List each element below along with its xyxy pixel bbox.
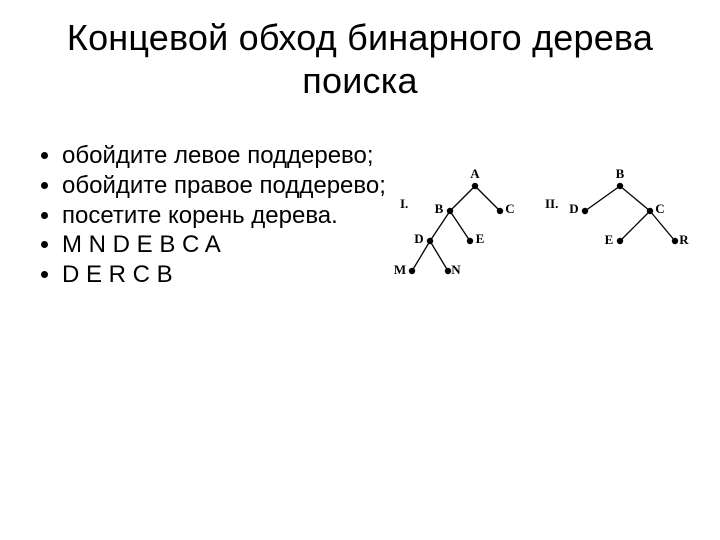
- svg-text:D: D: [569, 201, 578, 216]
- bullet-item: обойдите правое поддерево;: [62, 172, 390, 200]
- svg-text:R: R: [679, 232, 689, 247]
- tree-diagram-container: I.ABCDEMNII.BDCER: [390, 142, 690, 306]
- bullet-item-sequence: M N D E B C A: [62, 231, 390, 259]
- svg-text:A: A: [470, 166, 480, 181]
- svg-text:D: D: [414, 231, 423, 246]
- svg-text:M: M: [394, 262, 406, 277]
- svg-text:B: B: [616, 166, 625, 181]
- bullet-item: обойдите левое поддерево;: [62, 142, 390, 170]
- slide-title: Концевой обход бинарного дерева поиска: [0, 0, 720, 102]
- svg-text:I.: I.: [400, 196, 408, 211]
- body-row: обойдите левое поддерево; обойдите право…: [0, 102, 720, 306]
- bullet-list: обойдите левое поддерево; обойдите право…: [30, 142, 390, 290]
- slide: Концевой обход бинарного дерева поиска о…: [0, 0, 720, 540]
- svg-text:E: E: [605, 232, 614, 247]
- svg-text:C: C: [655, 201, 664, 216]
- svg-text:C: C: [505, 201, 514, 216]
- svg-text:II.: II.: [545, 196, 558, 211]
- bullet-item-sequence: D E R C B: [62, 261, 390, 289]
- svg-text:B: B: [435, 201, 444, 216]
- svg-text:N: N: [451, 262, 461, 277]
- tree-diagram: I.ABCDEMNII.BDCER: [390, 166, 690, 306]
- bullet-item: посетите корень дерева.: [62, 202, 390, 230]
- svg-text:E: E: [476, 231, 485, 246]
